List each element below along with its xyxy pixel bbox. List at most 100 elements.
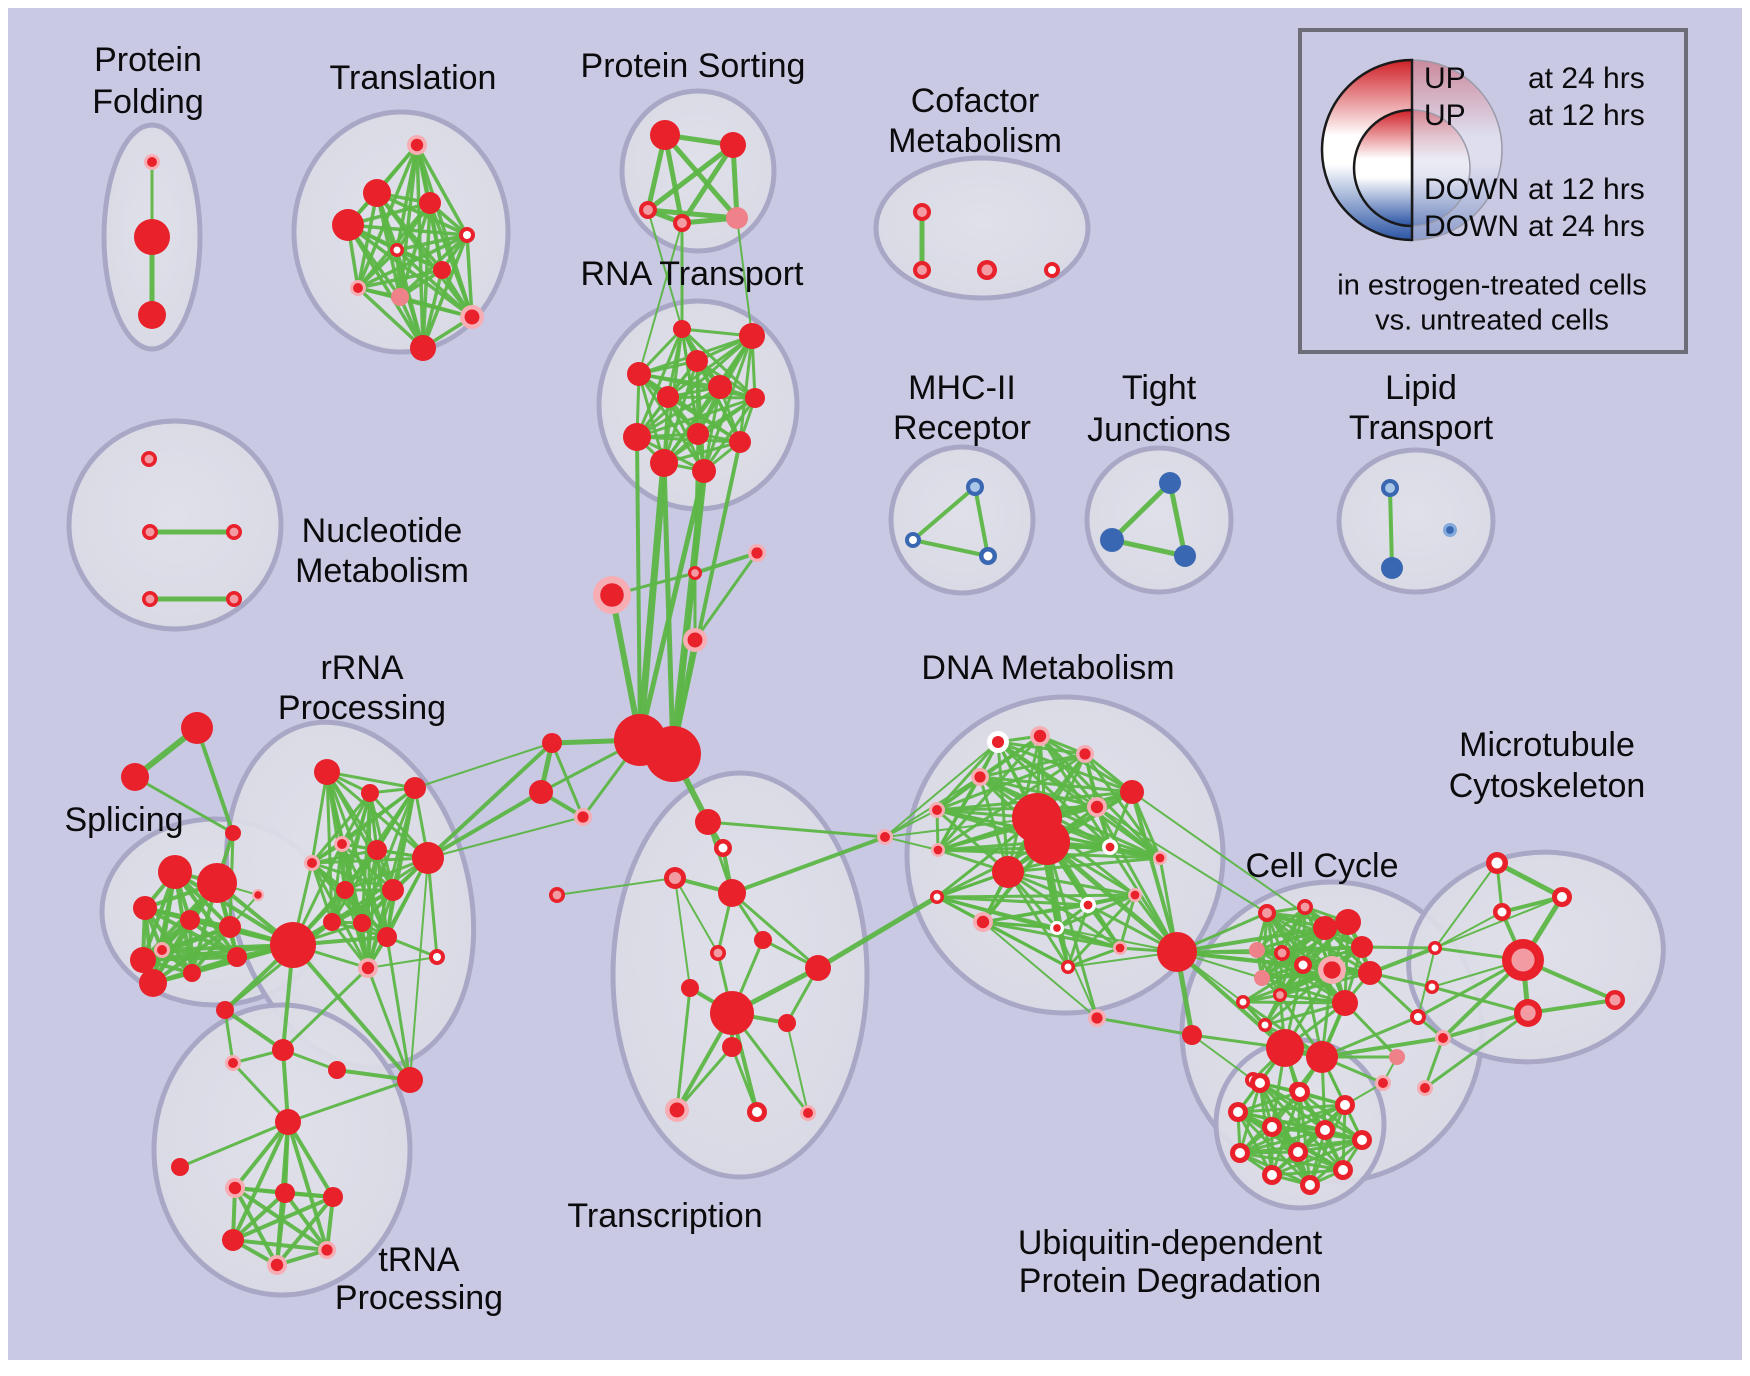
network-edge [1191,1034,1254,1081]
network-node-rk [639,201,657,219]
network-node-rw [1288,1142,1308,1162]
network-node-rh [1318,956,1346,984]
network-edge [666,395,757,400]
network-edge [981,920,1070,969]
network-edge [1095,1016,1194,1037]
cluster-ellipse-trna-processing [151,1002,413,1298]
network-node-r [695,809,721,835]
network-edge [356,286,425,350]
network-node-rh [267,1255,287,1275]
cluster-label-transcription: Transcription [567,1197,762,1235]
network-edge [1258,1081,1327,1132]
network-edge [675,986,692,1112]
network-edge [1067,947,1121,968]
network-node-r [314,759,340,785]
cluster-label-ubiquitin-degradation: Ubiquitin-dependent [1018,1224,1323,1262]
network-edge [1320,1015,1420,1059]
network-node-r [650,120,680,150]
network-node-rk [977,260,997,280]
network-edge [1434,911,1503,949]
network-node-rw [1352,1130,1372,1150]
network-edge [1270,1103,1347,1129]
network-edge [375,848,389,939]
network-edge [173,870,239,959]
network-edge [645,207,740,221]
network-edge [356,233,469,290]
network-edge [666,334,754,399]
network-node-b [1381,557,1403,579]
cluster-label-cell-cycle: Cell Cycle [1245,847,1398,885]
network-node-r [722,1037,742,1057]
network-edge [693,551,759,642]
network-node-r [739,323,765,349]
network-edge [702,396,757,473]
network-node-rw [1552,887,1572,907]
network-node-rw [1258,1018,1272,1032]
network-node-pk [1249,942,1265,958]
network-node-rk [1514,999,1542,1027]
network-node-r [133,896,157,920]
network-edge [283,1191,329,1252]
network-edge [911,485,977,542]
network-edge [884,817,1038,838]
network-node-r [121,763,149,791]
cluster-label-microtubule-cytoskeleton: Cytoskeleton [1449,767,1646,805]
network-edge [978,775,1010,874]
cluster-label-splicing: Splicing [64,801,183,839]
network-edge [1109,480,1173,543]
network-node-bw [979,547,997,565]
network-edge [366,888,395,970]
network-node-r [225,825,241,841]
network-edge [133,775,235,835]
network-node-rw [1425,980,1439,994]
network-node-pk [1254,970,1270,986]
network-edge [233,1186,279,1267]
cluster-label-translation: Translation [330,59,497,97]
cluster-label-nucleotide-metabolism: Metabolism [295,552,469,590]
network-node-r [377,927,397,947]
network-edge [1236,1090,1302,1114]
cluster-label-mhc-ii-receptor: MHC-II [908,369,1016,407]
network-node-rw [1262,1165,1282,1185]
network-edge [1388,486,1394,570]
network-node-rk [913,203,931,221]
cluster-label-protein-sorting: Protein Sorting [581,47,806,85]
network-node-r [138,301,166,329]
network-edge [310,861,334,924]
network-node-r [197,863,237,903]
network-edge [738,334,754,444]
legend-direction-label: DOWN [1424,173,1519,206]
legend-time-label: at 24 hrs [1528,210,1645,243]
network-edge [1434,896,1563,949]
network-edge [1038,734,1112,849]
network-edge [1241,1000,1347,1005]
network-node-pk [726,207,748,229]
legend: UP at 24 hrs UP at 12 hrs DOWN at 12 hrs DOWN a… [1298,28,1688,354]
network-node-lb [1443,523,1457,537]
network-node-r [1313,916,1337,940]
network-edge [1255,905,1307,952]
network-node-rw [1228,1102,1248,1122]
network-node-rh [225,1055,241,1071]
network-edge [231,1061,290,1124]
network-edge [233,1120,290,1190]
cluster-label-cofactor-metabolism: Metabolism [888,122,1062,160]
network-node-r [805,955,831,981]
network-edge [1263,1001,1347,1027]
network-node-r [222,1229,244,1251]
network-node-rw [930,890,944,904]
network-edge [1423,1011,1530,1090]
network-node-r [419,192,441,214]
network-edge [1056,927,1178,953]
network-node-rh [931,843,945,857]
network-edge [1241,968,1334,1004]
network-edge [935,752,1087,812]
network-edge [395,248,474,319]
network-edge [694,470,705,574]
network-node-r [542,733,562,753]
network-node-r [171,1158,189,1176]
network-node-r [686,350,708,372]
legend-direction-label: DOWN [1424,210,1519,243]
network-node-r [433,261,451,279]
